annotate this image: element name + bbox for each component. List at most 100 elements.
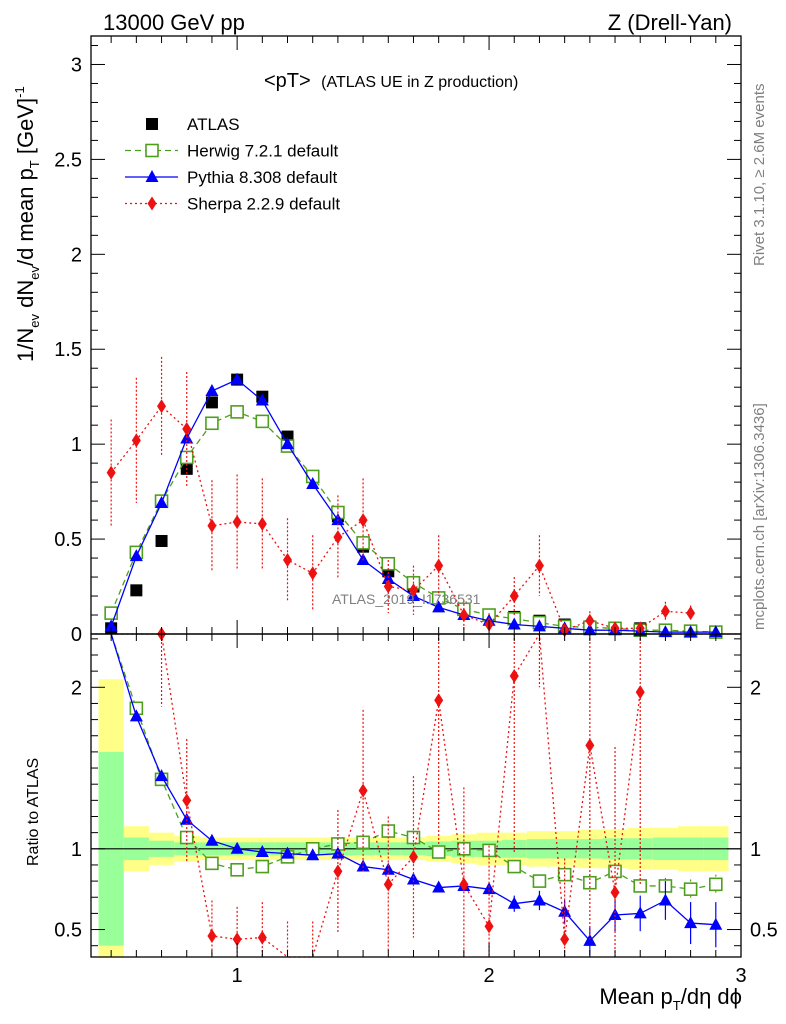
legend-item-atlas: ATLAS [146,115,240,134]
ylabel-part-1: ev [27,314,42,328]
ylabel-part-0: 1/N [13,328,38,362]
ytick-main-label-0: 0 [71,624,82,646]
xlabel-part-2: /dη dϕ [681,984,742,1009]
line-ratio-sherpa-2-2-9-default [111,631,641,958]
xtick-label-0: 1 [232,965,243,987]
ytick-main-label-5: 2.5 [54,149,82,171]
point-main-sherpa-2-2-9-default-22 [660,604,670,619]
point-ratio-pythia-8-308-default-10 [356,859,370,872]
point-ratio-pythia-8-308-default-1 [129,709,143,722]
axis-ticks: 1 2 3 0 0.5 1 1.5 2 2.5 3 0.5 0.5 1 1 2 2 [54,36,778,987]
ytick-ratio-label-right-2: 2 [750,677,761,699]
watermark-analysis: ATLAS_2019_I1736531 [332,591,481,607]
legend-label-herwig-7-2-1-default: Herwig 7.2.1 default [187,142,338,161]
point-main-herwig-7-2-1-default-4 [205,416,219,431]
point-main-sherpa-2-2-9-default-12 [408,583,418,598]
point-ratio-sherpa-2-2-9-default-5 [232,932,242,947]
line-main-sherpa-2-2-9-default [110,405,691,632]
series-layer [104,356,723,958]
point-main-pythia-8-308-default-0 [104,619,118,632]
ratio-y-axis-label: Ratio to ATLAS [25,758,42,866]
point-ratio-sherpa-2-2-9-default-6 [257,930,267,945]
point-ratio-sherpa-2-2-9-default-19 [585,738,595,753]
chart-title: <pT> (ATLAS UE in Z production) [264,70,518,92]
top-right-label: Z (Drell-Yan) [608,10,732,35]
ratio-panel-frame [90,633,742,958]
point-ratio-pythia-8-308-default-6 [255,845,269,858]
point-ratio-sherpa-2-2-9-default-11 [383,877,393,892]
point-ratio-herwig-7-2-1-default-6 [255,859,270,874]
point-main-sherpa-2-2-9-default-13 [434,558,444,573]
series-sherpa-2-2-9-default [106,356,696,958]
point-ratio-pythia-8-308-default-19 [583,933,597,946]
point-ratio-sherpa-2-2-9-default-3 [182,793,192,808]
point-main-sherpa-2-2-9-default-9 [333,530,343,545]
point-ratio-herwig-7-2-1-default-16 [507,859,522,874]
point-ratio-pythia-8-308-default-9 [331,846,345,859]
title-main: <pT> [264,70,311,92]
point-ratio-pythia-8-308-default-7 [281,846,295,859]
point-main-sherpa-2-2-9-default-6 [257,516,267,531]
point-ratio-herwig-7-2-1-default-17 [532,874,547,888]
legend-item-pythia-8-308-default: Pythia 8.308 default [125,168,338,187]
point-main-pythia-8-308-default-2 [155,496,169,509]
ytick-main-label-4: 2 [71,244,82,266]
point-main-herwig-7-2-1-default-6 [255,414,270,429]
point-main-herwig-7-2-1-default-11 [381,556,396,571]
point-ratio-pythia-8-308-default-22 [658,893,672,906]
point-main-pythia-8-308-default-16 [507,617,521,630]
line-ratio-pythia-8-308-default [110,633,716,942]
legend-label-atlas: ATLAS [187,115,240,134]
point-main-pythia-8-308-default-13 [432,600,446,613]
point-main-sherpa-2-2-9-default-2 [157,399,167,414]
point-main-pythia-8-308-default-5 [230,372,244,385]
point-ratio-sherpa-2-2-9-default-21 [635,685,645,700]
ylabel-part-3: ev [27,266,42,280]
point-main-sherpa-2-2-9-default-0 [106,465,116,480]
point-main-sherpa-2-2-9-default-17 [534,558,544,573]
title-sub: (ATLAS UE in Z production) [321,74,518,91]
xlabel-part-0: Mean p [599,984,672,1009]
point-ratio-pythia-8-308-default-3 [180,812,194,825]
ylabel-part-6: [GeV] [13,98,38,160]
point-main-herwig-7-2-1-default-5 [230,405,244,419]
ytick-ratio-label-left-2: 2 [71,677,82,699]
point-ratio-sherpa-2-2-9-default-14 [459,877,469,892]
ylabel-part-4: /d mean p [13,168,38,266]
point-ratio-herwig-7-2-1-default-5 [230,862,244,877]
point-ratio-herwig-7-2-1-default-13 [431,845,446,859]
ylabel-part-7: -1 [12,86,27,98]
point-main-sherpa-2-2-9-default-7 [283,552,293,567]
point-ratio-sherpa-2-2-9-default-15 [484,919,494,934]
point-main-sherpa-2-2-9-default-8 [308,566,318,581]
point-main-pythia-8-308-default-17 [532,619,546,632]
point-ratio-sherpa-2-2-9-default-20 [610,885,620,900]
point-ratio-herwig-7-2-1-default-24 [709,877,723,892]
ytick-main-label-6: 3 [71,54,82,76]
plot-frames [90,35,742,958]
ytick-ratio-label-right-1: 1 [750,839,761,861]
point-ratio-sherpa-2-2-9-default-18 [560,932,570,947]
legend-item-herwig-7-2-1-default: Herwig 7.2.1 default [125,142,338,161]
point-main-sherpa-2-2-9-default-3 [182,421,192,436]
point-ratio-herwig-7-2-1-default-4 [205,856,219,871]
legend-item-sherpa-2-2-9-default: Sherpa 2.2.9 default [125,195,340,214]
point-ratio-pythia-8-308-default-24 [709,917,723,930]
point-ratio-pythia-8-308-default-8 [306,848,320,861]
ytick-ratio-label-left-1: 1 [71,839,82,861]
point-ratio-sherpa-2-2-9-default-16 [509,668,519,683]
ytick-ratio-label-right-0: 0.5 [750,920,778,942]
point-ratio-sherpa-2-2-9-default-12 [408,849,418,864]
point-main-atlas-2 [155,534,168,547]
x-axis-label: Mean pT/dη dϕ [599,984,742,1013]
point-ratio-pythia-8-308-default-5 [230,841,244,854]
point-main-atlas-4 [205,396,218,409]
y-axis-label: 1/Nev dNev/d mean pT [GeV]-1 [12,86,42,362]
point-ratio-sherpa-2-2-9-default-4 [207,929,217,944]
point-main-pythia-8-308-default-9 [331,513,345,526]
ylabel-part-5: T [27,160,42,168]
side-label-mcplots: mcplots.cern.ch [arXiv:1306.3436] [751,403,768,630]
ytick-main-label-3: 1.5 [54,339,82,361]
point-ratio-pythia-8-308-default-12 [406,872,420,885]
